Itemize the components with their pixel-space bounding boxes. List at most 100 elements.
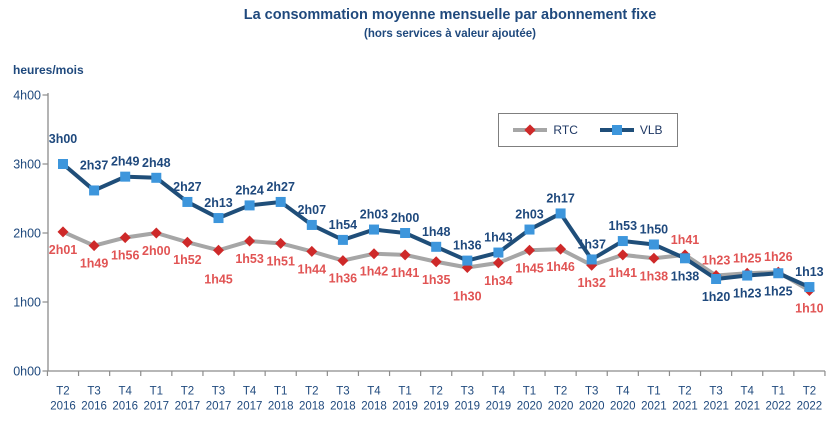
- vlb-marker-square: [306, 219, 317, 230]
- rtc-marker-diamond: [57, 226, 69, 238]
- rtc-marker-diamond: [492, 257, 504, 269]
- vlb-marker-square: [462, 255, 473, 266]
- vlb-marker-square: [89, 185, 100, 196]
- rtc-data-label: 1h46: [546, 260, 575, 274]
- x-tick-quarter-label: T3: [461, 386, 474, 398]
- x-tick-quarter-label: T1: [523, 386, 536, 398]
- x-tick-year-label: 2016: [50, 401, 76, 413]
- rtc-marker-diamond: [275, 237, 287, 249]
- vlb-marker-square: [120, 171, 131, 182]
- vlb-marker-square: [680, 253, 690, 264]
- x-tick-year-label: 2022: [797, 401, 823, 413]
- x-tick-year-label: 2022: [766, 401, 792, 413]
- vlb-data-label: 1h23: [733, 287, 762, 301]
- vlb-marker-square: [337, 234, 348, 245]
- vlb-marker-square: [151, 172, 162, 183]
- vlb-data-label: 1h36: [453, 239, 482, 253]
- vlb-marker-square: [58, 159, 68, 169]
- rtc-data-label: 1h32: [577, 276, 606, 290]
- vlb-marker-square: [275, 196, 286, 207]
- vlb-data-label: 2h27: [266, 180, 295, 194]
- x-tick-year-label: 2020: [548, 401, 574, 413]
- rtc-data-label: 1h53: [235, 252, 264, 266]
- rtc-marker-diamond: [88, 240, 100, 252]
- vlb-data-label: 2h49: [111, 155, 140, 169]
- rtc-marker-diamond: [150, 227, 162, 239]
- rtc-data-label: 1h45: [204, 272, 233, 286]
- x-tick-year-label: 2018: [299, 401, 325, 413]
- x-tick-quarter-label: T2: [181, 386, 194, 398]
- vlb-data-label: 1h37: [577, 237, 606, 251]
- legend-label-rtc: RTC: [553, 123, 578, 137]
- x-tick-quarter-label: T3: [709, 386, 722, 398]
- legend: RTC VLB: [498, 113, 678, 147]
- x-tick-year-label: 2021: [641, 401, 667, 413]
- vlb-marker-square: [400, 228, 411, 238]
- vlb-data-label: 2h24: [235, 183, 264, 197]
- rtc-line-marker-icon: [513, 124, 548, 136]
- rtc-data-label: 1h45: [515, 261, 544, 275]
- x-tick-year-label: 2017: [206, 401, 232, 413]
- x-tick-quarter-label: T2: [305, 386, 318, 398]
- y-tick-label: 3h00: [13, 158, 41, 172]
- rtc-data-label: 1h51: [266, 254, 295, 268]
- x-tick-quarter-label: T1: [647, 386, 660, 398]
- vlb-data-label: 2h37: [80, 158, 109, 172]
- x-tick-quarter-label: T2: [554, 386, 567, 398]
- vlb-marker-square: [244, 200, 255, 211]
- vlb-marker-square: [742, 270, 753, 281]
- rtc-marker-diamond: [368, 248, 380, 260]
- x-tick-year-label: 2020: [517, 401, 543, 413]
- rtc-marker-diamond: [119, 232, 131, 244]
- vlb-data-label: 1h20: [702, 290, 731, 304]
- x-tick-quarter-label: T4: [616, 386, 630, 398]
- x-tick-year-label: 2018: [268, 401, 294, 413]
- rtc-data-label: 1h41: [671, 233, 700, 247]
- x-tick-quarter-label: T4: [243, 386, 257, 398]
- vlb-data-label: 2h07: [298, 203, 327, 217]
- legend-item-vlb: VLB: [599, 123, 663, 137]
- vlb-marker-square: [711, 274, 722, 284]
- vlb-marker-square: [431, 241, 442, 252]
- y-axis-title: heures/mois: [13, 63, 84, 77]
- x-tick-year-label: 2017: [144, 401, 170, 413]
- x-tick-quarter-label: T1: [398, 386, 411, 398]
- vlb-data-label: 1h38: [671, 269, 700, 283]
- x-tick-quarter-label: T2: [803, 386, 816, 398]
- y-tick-label: 4h00: [13, 89, 41, 103]
- y-tick-label: 1h00: [13, 296, 41, 310]
- vlb-data-label: 2h13: [204, 196, 233, 210]
- vlb-data-label: 3h00: [49, 132, 78, 146]
- x-tick-year-label: 2021: [703, 401, 729, 413]
- legend-item-rtc: RTC: [513, 123, 578, 137]
- rtc-data-label: 1h10: [795, 302, 824, 316]
- rtc-marker-diamond: [181, 236, 193, 248]
- x-tick-year-label: 2021: [672, 401, 698, 413]
- vlb-marker-square: [369, 224, 379, 235]
- rtc-data-label: 1h44: [298, 262, 327, 276]
- x-tick-quarter-label: T2: [56, 386, 69, 398]
- x-tick-year-label: 2020: [610, 401, 636, 413]
- rtc-data-label: 1h56: [111, 249, 140, 263]
- x-tick-quarter-label: T4: [492, 386, 506, 398]
- rtc-data-label: 1h41: [609, 266, 638, 280]
- chart-title: La consommation moyenne mensuelle par ab…: [243, 7, 657, 23]
- x-tick-quarter-label: T1: [274, 386, 287, 398]
- x-tick-year-label: 2017: [175, 401, 201, 413]
- rtc-data-label: 1h26: [764, 250, 793, 264]
- legend-label-vlb: VLB: [639, 123, 663, 137]
- y-tick-label: 2h00: [13, 227, 41, 241]
- x-tick-quarter-label: T3: [212, 386, 225, 398]
- x-tick-quarter-label: T2: [678, 386, 691, 398]
- rtc-data-label: 1h38: [640, 269, 669, 283]
- x-tick-year-label: 2018: [361, 401, 387, 413]
- rtc-marker-diamond: [213, 244, 224, 256]
- vlb-data-label: 1h48: [422, 225, 451, 239]
- rtc-data-label: 1h35: [422, 273, 451, 287]
- vlb-data-label: 2h27: [173, 180, 202, 194]
- x-tick-year-label: 2019: [486, 401, 512, 413]
- vlb-marker-square: [182, 196, 193, 207]
- vlb-data-label: 2h17: [546, 191, 575, 205]
